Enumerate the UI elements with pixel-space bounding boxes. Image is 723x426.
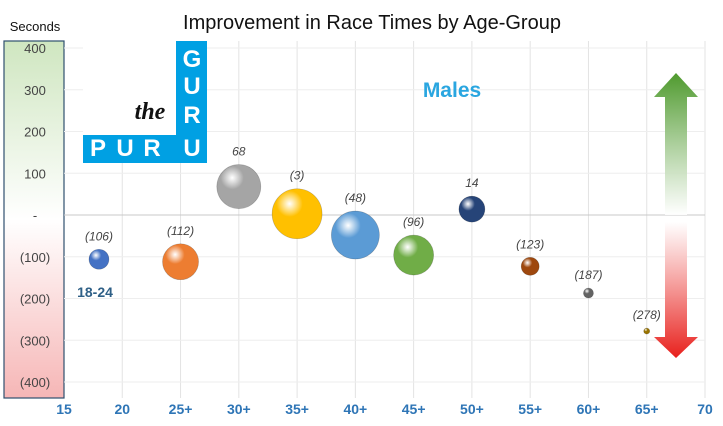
y-tick-label: (400) <box>20 375 50 390</box>
down-arrow <box>654 222 698 358</box>
bubble-point <box>583 287 594 299</box>
y-tick-label: (200) <box>20 292 50 307</box>
x-tick-label: 65+ <box>635 401 659 417</box>
x-tick-label: 30+ <box>227 401 251 417</box>
y-tick-label: - <box>33 208 37 223</box>
data-label: (278) <box>633 308 661 322</box>
logo-letter-r2: R <box>143 135 160 162</box>
bubble-point <box>331 210 380 260</box>
x-tick-label: 20 <box>114 401 130 417</box>
y-tick-label: 300 <box>24 83 46 98</box>
x-tick-label: 70 <box>697 401 713 417</box>
x-tick-label: 45+ <box>402 401 426 417</box>
chart-title: Improvement in Race Times by Age-Group <box>183 12 561 34</box>
x-ticks: 15 20 25+ 30+ 35+ 40+ 45+ 50+ 55+ 60+ 65+ 70 <box>56 401 713 417</box>
y-tick-label: (100) <box>20 250 50 265</box>
bubble-point <box>271 188 323 240</box>
down-arrow-shape <box>654 222 698 358</box>
data-label: (187) <box>574 268 602 282</box>
data-label: (96) <box>403 215 424 229</box>
bubble-point <box>643 327 651 335</box>
y-axis-label: Seconds <box>10 19 61 34</box>
data-label: (3) <box>290 169 305 183</box>
y-tick-label: 100 <box>24 166 46 181</box>
bubble-point <box>458 195 486 223</box>
y-tick-label: 400 <box>24 41 46 56</box>
y-axis-band <box>3 40 65 399</box>
series-label-males: Males <box>423 79 481 102</box>
x-tick-label: 15 <box>56 401 72 417</box>
data-label: (48) <box>345 191 366 205</box>
bubble-point <box>88 248 110 270</box>
guru-logo: the G U R U P U R <box>83 41 207 163</box>
logo-letter-p: P <box>90 135 106 162</box>
y-tick-label: 200 <box>24 125 46 140</box>
logo-letter-r1: R <box>183 102 200 129</box>
bubble-point <box>393 234 434 276</box>
logo-letter-u2: U <box>183 135 200 162</box>
category-label-18-24: 18-24 <box>77 284 113 300</box>
up-arrow-shape <box>654 73 698 215</box>
x-tick-label: 25+ <box>169 401 193 417</box>
data-label: (112) <box>167 224 194 238</box>
y-tick-label: (300) <box>20 333 50 348</box>
data-label: 14 <box>465 176 479 190</box>
bubble-point <box>162 243 199 281</box>
x-tick-label: 60+ <box>577 401 601 417</box>
x-tick-label: 40+ <box>343 401 367 417</box>
bubble-point <box>520 257 540 276</box>
logo-letter-g: G <box>183 46 202 73</box>
x-tick-label: 50+ <box>460 401 484 417</box>
data-label: (123) <box>516 237 544 251</box>
bubbles: (106) (112) 68 (3) (48) (96) 14 (123) (187) (278) <box>85 145 661 335</box>
up-arrow <box>654 73 698 215</box>
logo-letter-u1: U <box>183 73 200 100</box>
data-label: 68 <box>232 145 246 159</box>
x-tick-label: 35+ <box>285 401 309 417</box>
x-tick-label: 55+ <box>518 401 542 417</box>
logo-letter-u3: U <box>116 135 133 162</box>
data-label: (106) <box>85 229 113 243</box>
y-ticks: 400 300 200 100 - (100) (200) (300) (400) <box>20 41 50 390</box>
logo-the-text: the <box>135 99 166 125</box>
logo-white-block <box>83 41 176 135</box>
bubble-point <box>216 164 262 209</box>
